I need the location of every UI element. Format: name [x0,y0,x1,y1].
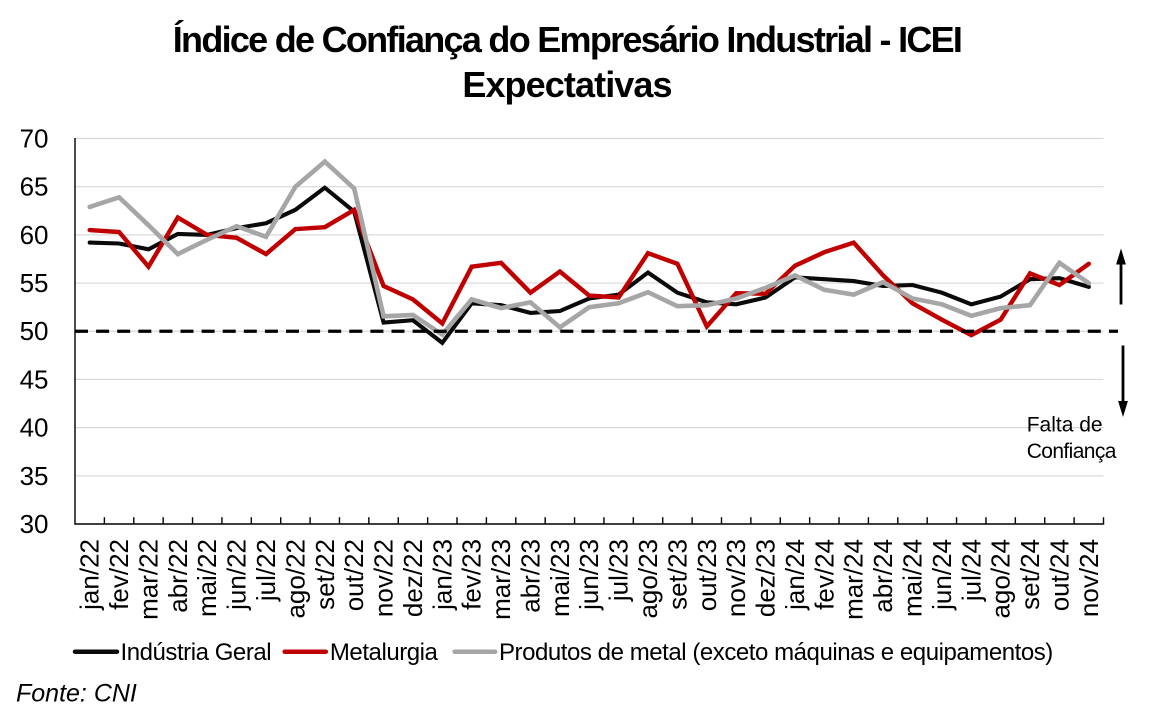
svg-text:mar/23: mar/23 [486,539,516,620]
svg-text:30: 30 [20,509,49,539]
svg-text:ago/23: ago/23 [633,539,663,619]
svg-text:jul/24: jul/24 [956,539,986,602]
svg-text:Metalurgia: Metalurgia [330,639,439,666]
svg-text:55: 55 [20,268,49,298]
svg-text:70: 70 [20,124,49,154]
svg-text:jan/22: jan/22 [75,539,105,611]
svg-text:45: 45 [20,364,49,394]
svg-text:dez/23: dez/23 [751,539,781,617]
svg-text:Falta de: Falta de [1027,414,1103,437]
svg-text:mar/22: mar/22 [134,539,164,620]
svg-text:60: 60 [20,220,49,250]
svg-text:jun/22: jun/22 [222,539,252,611]
svg-text:fev/24: fev/24 [809,539,839,610]
svg-text:65: 65 [20,172,49,202]
svg-text:mai/22: mai/22 [192,539,222,617]
svg-text:ago/22: ago/22 [280,539,310,619]
svg-text:out/24: out/24 [1044,539,1074,611]
svg-text:Produtos de metal (exceto máqu: Produtos de metal (exceto máquinas e equ… [499,639,1053,666]
svg-text:nov/23: nov/23 [721,539,751,617]
svg-text:nov/22: nov/22 [369,539,399,617]
svg-text:out/22: out/22 [339,539,369,611]
svg-text:out/23: out/23 [692,539,722,611]
svg-text:abr/23: abr/23 [516,539,546,613]
svg-text:Expectativas: Expectativas [462,64,671,105]
svg-text:jun/24: jun/24 [927,539,957,611]
svg-text:abr/22: abr/22 [163,539,193,613]
svg-text:Confiança: Confiança [1027,440,1117,463]
svg-text:40: 40 [20,413,49,443]
svg-text:ago/24: ago/24 [986,539,1016,619]
svg-text:fev/22: fev/22 [104,539,134,610]
svg-text:set/23: set/23 [662,539,692,610]
svg-text:abr/24: abr/24 [868,539,898,613]
svg-text:jan/23: jan/23 [427,539,457,611]
svg-text:nov/24: nov/24 [1074,539,1104,617]
svg-text:50: 50 [20,316,49,346]
svg-text:mai/24: mai/24 [898,539,928,617]
svg-text:mar/24: mar/24 [839,539,869,620]
svg-text:fev/23: fev/23 [457,539,487,610]
svg-text:dez/22: dez/22 [398,539,428,617]
svg-text:35: 35 [20,461,49,491]
svg-text:Índice de Confiança do Empresá: Índice de Confiança do Empresário Indust… [173,19,961,60]
svg-text:jun/23: jun/23 [574,539,604,611]
svg-text:set/24: set/24 [1015,539,1045,610]
svg-text:mai/23: mai/23 [545,539,575,617]
svg-text:jul/22: jul/22 [251,539,281,602]
svg-text:Indústria Geral: Indústria Geral [121,639,272,666]
svg-text:set/22: set/22 [310,539,340,610]
svg-text:Fonte: CNI: Fonte: CNI [16,680,137,708]
svg-text:jul/23: jul/23 [604,539,634,602]
svg-text:jan/24: jan/24 [780,539,810,611]
